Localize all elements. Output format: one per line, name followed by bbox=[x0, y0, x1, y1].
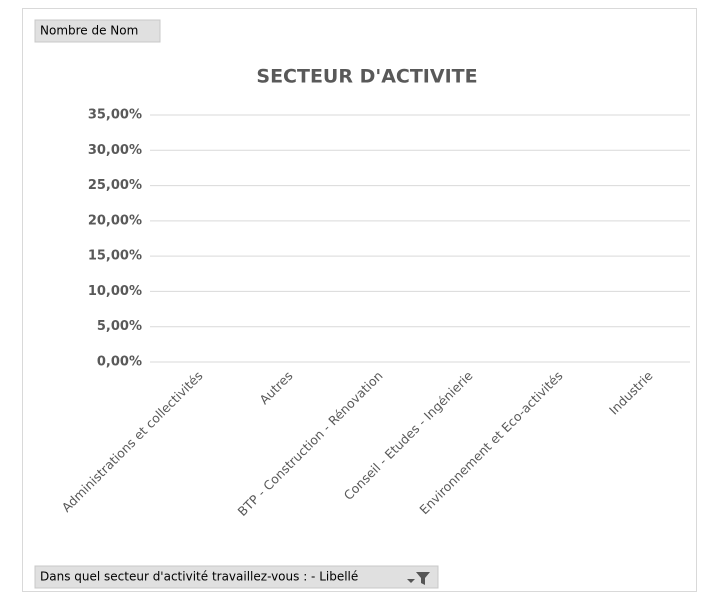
y-tick-label: 35,00% bbox=[88, 108, 142, 123]
y-tick-label: 10,00% bbox=[88, 284, 142, 299]
chart-title: SECTEUR D'ACTIVITE bbox=[256, 66, 477, 88]
button-bg bbox=[34, 565, 439, 589]
axis-field-button[interactable]: Dans quel secteur d'activité travaillez-… bbox=[34, 565, 439, 589]
filter-icon bbox=[407, 572, 430, 585]
y-tick-label: 25,00% bbox=[88, 178, 142, 193]
y-tick-label: 30,00% bbox=[88, 143, 142, 158]
button-label: Dans quel secteur d'activité travaillez-… bbox=[40, 570, 358, 584]
y-tick-label: 20,00% bbox=[88, 213, 142, 228]
value-field-button[interactable]: Nombre de Nom bbox=[34, 19, 161, 43]
button-bg bbox=[34, 19, 161, 43]
y-tick-label: 0,00% bbox=[97, 355, 142, 370]
y-tick-label: 5,00% bbox=[97, 319, 142, 334]
button-label: Nombre de Nom bbox=[40, 24, 138, 38]
chart-border bbox=[22, 8, 697, 592]
y-tick-label: 15,00% bbox=[88, 249, 142, 264]
